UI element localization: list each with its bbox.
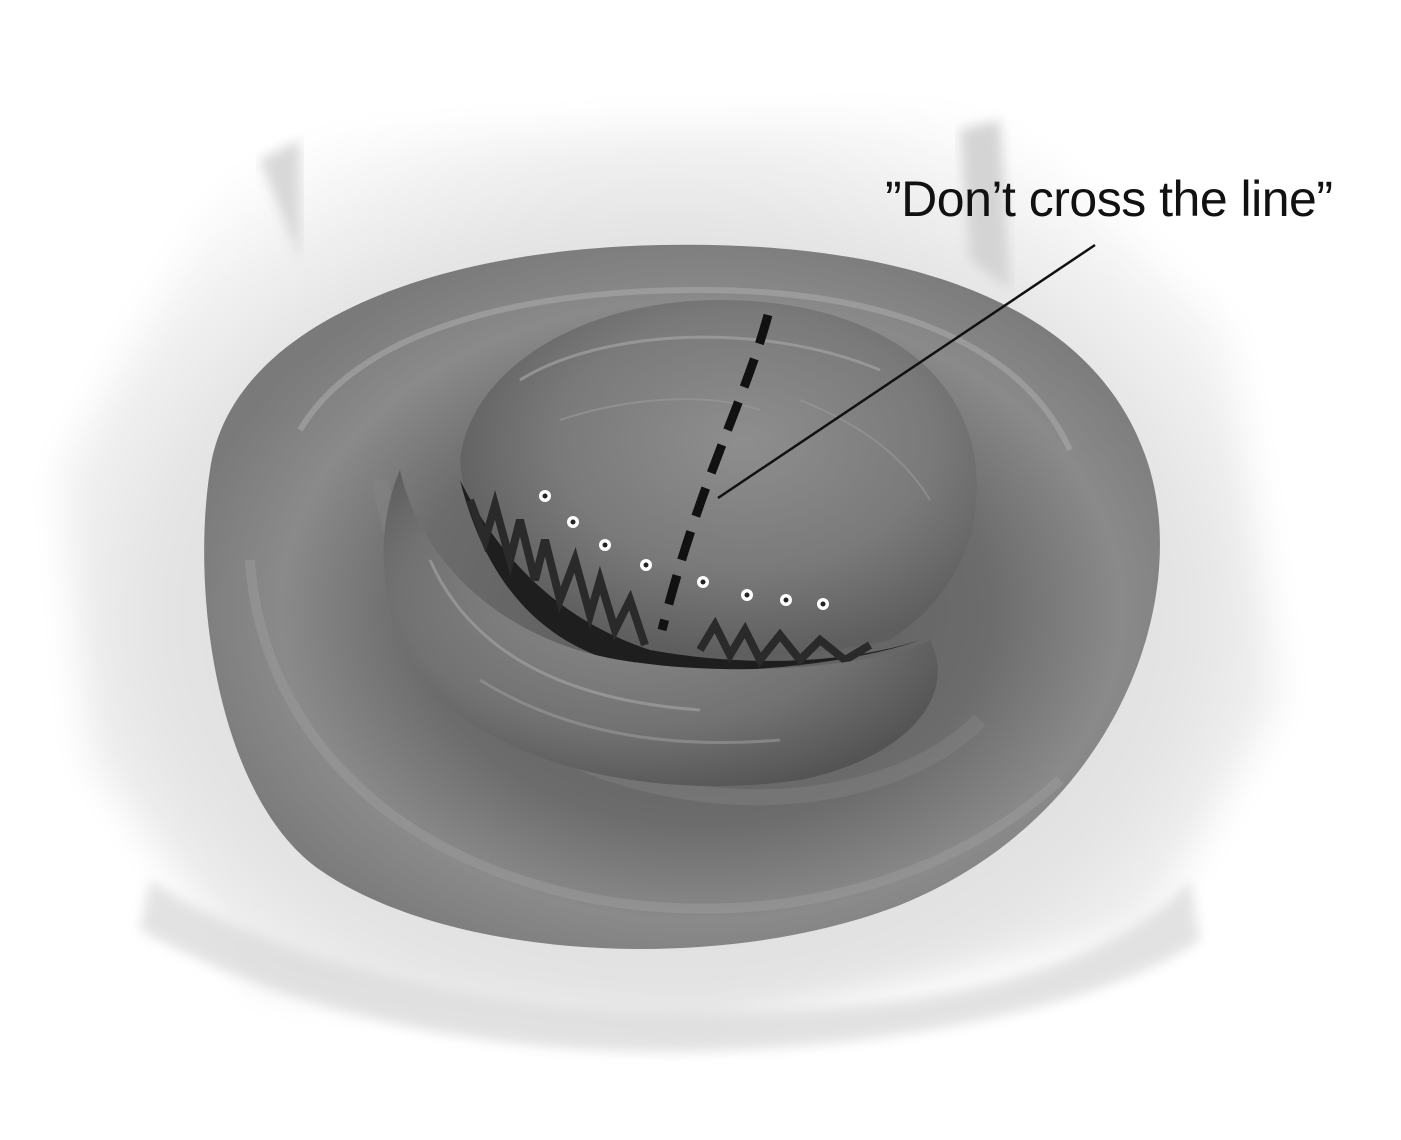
callout-label: ”Don’t cross the line” [885,171,1333,227]
suture-points [539,490,829,610]
suture-point [780,594,792,606]
incision-limit-dashed-line [657,313,773,632]
suture-point [599,539,611,551]
suture-point [640,559,652,571]
tissue-fold-shadow [460,480,920,671]
suture-point [567,516,579,528]
lower-tissue-lip [383,470,938,787]
suture-point [817,598,829,610]
suture-point [539,490,551,502]
suture-point [741,589,753,601]
suture-point [697,576,709,588]
callout-leader-line [717,243,1096,500]
